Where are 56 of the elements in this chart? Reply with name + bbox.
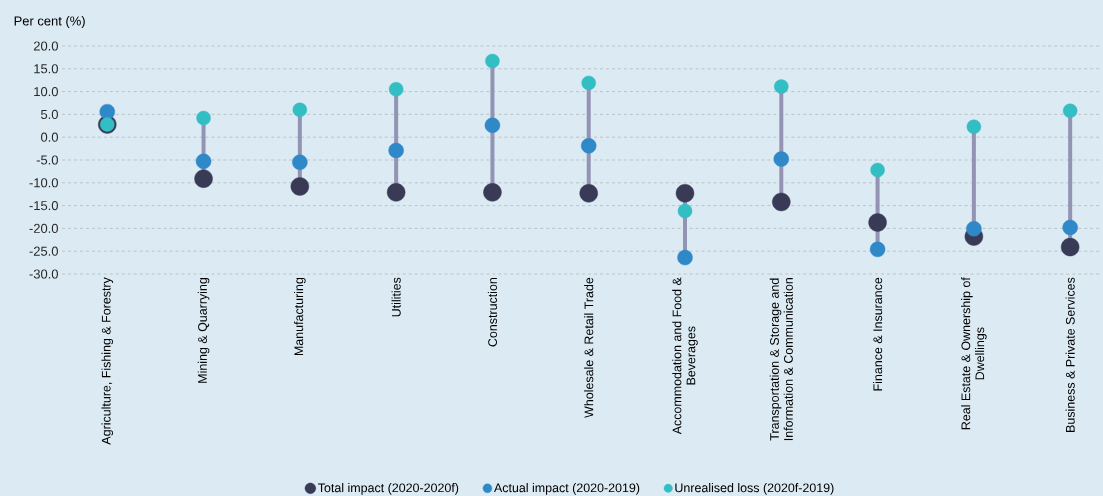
point xyxy=(774,79,789,94)
x-tick-label: Finance & Insurance xyxy=(873,277,883,391)
y-axis-title: Per cent (%) xyxy=(14,16,85,29)
x-tick-label: Business & Private Services xyxy=(1065,277,1075,432)
y-tick-label: 15.0 xyxy=(34,64,58,74)
y-tick-label: 0.0 xyxy=(40,132,58,142)
x-tick-label: Real Estate & Ownership of Dwellings xyxy=(961,277,987,430)
y-tick-label: -25.0 xyxy=(29,246,58,256)
point xyxy=(966,119,982,134)
x-tick-label: Wholesale & Retail Trade xyxy=(584,277,594,418)
point xyxy=(292,102,308,118)
legend-label: Total impact (2020-2020f) xyxy=(318,483,459,495)
point xyxy=(579,184,598,203)
y-tick-label: -30.0 xyxy=(29,269,58,279)
point xyxy=(868,213,887,232)
legend-label: Actual impact (2020-2019) xyxy=(493,483,640,495)
y-tick-label: 5.0 xyxy=(41,109,58,119)
point xyxy=(581,75,596,91)
point xyxy=(292,154,308,170)
point xyxy=(290,177,310,196)
y-tick-label: -20.0 xyxy=(29,223,58,233)
point xyxy=(483,183,502,202)
point xyxy=(869,241,886,258)
point xyxy=(485,53,500,69)
point xyxy=(196,110,211,126)
x-tick-label: Manufacturing xyxy=(294,278,306,356)
point xyxy=(675,184,695,203)
y-tick-label: -15.0 xyxy=(29,201,58,211)
point xyxy=(388,142,404,159)
x-tick-label: Utilities xyxy=(391,277,401,317)
point xyxy=(773,151,789,167)
y-tick-label: 10.0 xyxy=(34,87,58,97)
x-tick-label: Accommodation and Food & Beverages xyxy=(672,277,698,435)
point xyxy=(386,183,406,202)
y-tick-label: -5.0 xyxy=(36,155,58,165)
x-tick-label: Construction xyxy=(487,278,497,347)
point xyxy=(772,192,791,212)
point xyxy=(966,221,982,237)
point xyxy=(1062,219,1078,236)
y-tick-label: 20.0 xyxy=(33,41,58,51)
point xyxy=(677,203,693,219)
legend-label: Unrealised loss (2020f-2019) xyxy=(675,483,834,495)
x-tick-label: Mining & Quarrying xyxy=(197,278,210,383)
point xyxy=(388,82,404,97)
point xyxy=(99,103,115,120)
point xyxy=(1062,103,1078,118)
x-tick-label: Agriculture, Fishing & Forestry xyxy=(101,277,114,445)
point xyxy=(870,162,885,178)
point xyxy=(677,249,693,266)
point xyxy=(581,138,597,154)
x-tick-label: Transportation & Storage and Information & Communication xyxy=(769,278,793,441)
point xyxy=(195,153,212,170)
point xyxy=(484,117,501,134)
y-tick-label: -10.0 xyxy=(29,178,58,188)
point xyxy=(1060,237,1080,257)
point xyxy=(194,169,213,188)
